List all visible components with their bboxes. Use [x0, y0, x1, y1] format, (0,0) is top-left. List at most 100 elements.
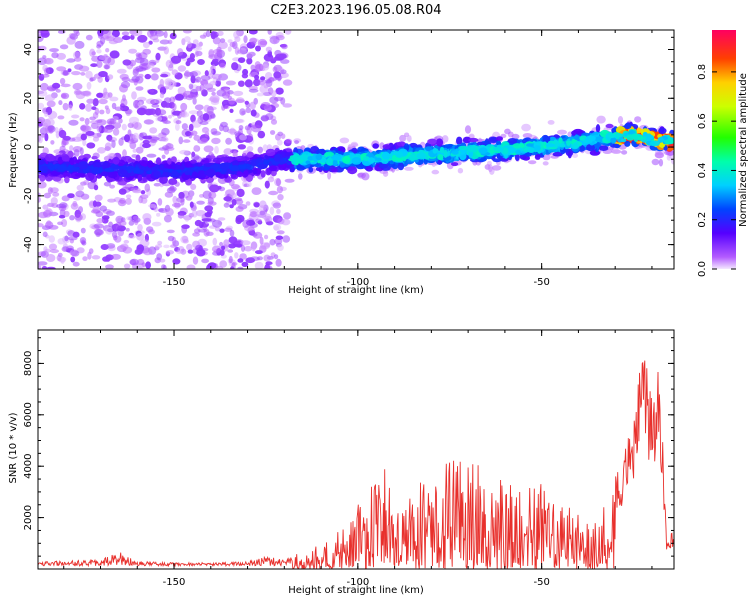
spectrogram-cell: [223, 239, 230, 248]
spectrogram-cell: [300, 155, 310, 160]
spectrogram-cell: [361, 172, 370, 181]
spectrogram-cell: [219, 228, 225, 233]
spectrogram-cell: [235, 206, 244, 212]
spectrogram-cell: [431, 169, 440, 175]
spectrogram-cell: [229, 229, 235, 237]
spectrogram-cell: [159, 258, 166, 263]
spectrogram-cell: [72, 82, 83, 91]
colorbar-tick-label: 0.2: [697, 212, 708, 228]
spectrogram-cell: [57, 156, 63, 164]
spectrogram-cell: [264, 216, 273, 223]
spectrogram-cell: [154, 98, 163, 104]
spectrogram-x-ticks: -150 -100 -50: [63, 30, 653, 288]
spectrogram-cell: [122, 59, 132, 66]
spectrogram-cell: [167, 157, 172, 165]
spectrogram-cell: [492, 158, 502, 163]
spectrogram-cell: [207, 201, 217, 206]
spectrogram-cell: [260, 102, 271, 109]
spectrogram-cell: [275, 133, 281, 141]
spectrogram-cell: [439, 146, 445, 154]
spectrogram-cell: [458, 145, 468, 150]
spectrogram-cell: [69, 33, 78, 40]
spectrogram-cell: [153, 205, 159, 213]
spectrogram-cell: [128, 48, 138, 54]
spectrogram-cell: [151, 104, 160, 108]
spectrogram-cell: [47, 125, 56, 133]
spectrogram-cell: [38, 102, 45, 110]
spectrogram-cell: [92, 152, 100, 159]
spectrogram-cell: [209, 68, 214, 76]
spectrogram-cell: [144, 183, 151, 192]
spectrogram-cell: [154, 30, 165, 37]
spectrogram-cell: [194, 50, 199, 58]
spectrogram-cell: [157, 240, 163, 246]
spectrogram-cell: [207, 262, 217, 269]
spectrogram-cell: [60, 83, 71, 88]
spectrogram-cell: [57, 115, 65, 120]
spectrogram-cell: [56, 203, 67, 209]
spectrogram-cell: [231, 199, 237, 206]
spectrogram-cell: [163, 102, 173, 108]
snr-y-label: SNR (10 * v/v): [8, 412, 19, 483]
spectrogram-cell: [611, 127, 617, 133]
spectrogram-cell: [118, 137, 124, 146]
spectrogram-cell: [164, 78, 174, 86]
spectrogram-cell: [69, 157, 75, 166]
spectrogram-cell: [98, 98, 108, 105]
spectrogram-cell: [193, 144, 199, 151]
spectrogram-cell: [174, 93, 184, 101]
spectrogram-cell: [80, 193, 90, 200]
spectrogram-cell: [573, 128, 583, 134]
spectrogram-cell: [272, 66, 278, 73]
spectrogram-cell: [595, 124, 601, 133]
spectrogram-cell: [61, 155, 70, 162]
spectrogram-cell: [389, 160, 395, 165]
spectrogram-cell: [44, 94, 55, 102]
spectrogram-cell: [228, 255, 233, 264]
spectrogram-cell: [106, 210, 115, 216]
spectrogram-cell: [105, 264, 114, 269]
spectrogram-cell: [280, 59, 290, 64]
spectrogram-cell: [232, 151, 238, 158]
spectrogram-cell: [305, 160, 311, 165]
spectrogram-cell: [231, 62, 239, 71]
spectrogram-cell: [155, 116, 163, 122]
spectrogram-cell: [521, 123, 531, 132]
spectrogram-cell: [195, 76, 201, 83]
spectrogram-cell: [201, 258, 210, 264]
spectrogram-cell: [243, 170, 249, 178]
spectrogram-cell: [190, 75, 196, 84]
spectrogram-cell: [189, 201, 194, 208]
spectrogram-cell: [235, 155, 246, 161]
spectrogram-cell: [163, 30, 168, 39]
spectrogram-cell: [71, 71, 81, 76]
spectrogram-cell: [103, 87, 108, 96]
spectrogram-cell: [70, 202, 79, 210]
spectrogram-cell: [265, 46, 273, 53]
spectrogram-cell: [273, 154, 281, 162]
spectrogram-cell: [85, 34, 93, 41]
spectrogram-cell: [95, 174, 102, 179]
spectrogram-cell: [135, 86, 144, 91]
spectrogram-cell: [72, 261, 80, 267]
spectrogram-cell: [294, 159, 304, 164]
spectrogram-cell: [275, 87, 284, 95]
spectrogram-cell: [610, 143, 620, 148]
spectrogram-cell: [91, 55, 101, 62]
spectrogram-cell: [196, 248, 206, 257]
spectrogram-cell: [57, 30, 66, 34]
spectrogram-cell: [38, 135, 43, 144]
spectrogram-cell: [527, 147, 536, 154]
spectrogram-cell: [108, 40, 118, 45]
spectrogram-cell: [228, 97, 236, 105]
spectrogram-cell: [142, 213, 152, 222]
spectrogram-cell: [234, 252, 239, 259]
spectrogram-cell: [339, 162, 346, 168]
spectrogram-cell: [119, 220, 127, 226]
spectrogram-cell: [103, 181, 111, 187]
spectrogram-cell: [624, 140, 631, 147]
spectrogram-cell: [90, 209, 101, 214]
spectrogram-cell: [223, 196, 232, 202]
spectrogram-x-label: Height of straight line (km): [288, 285, 424, 296]
spectrogram-cell: [137, 67, 147, 72]
